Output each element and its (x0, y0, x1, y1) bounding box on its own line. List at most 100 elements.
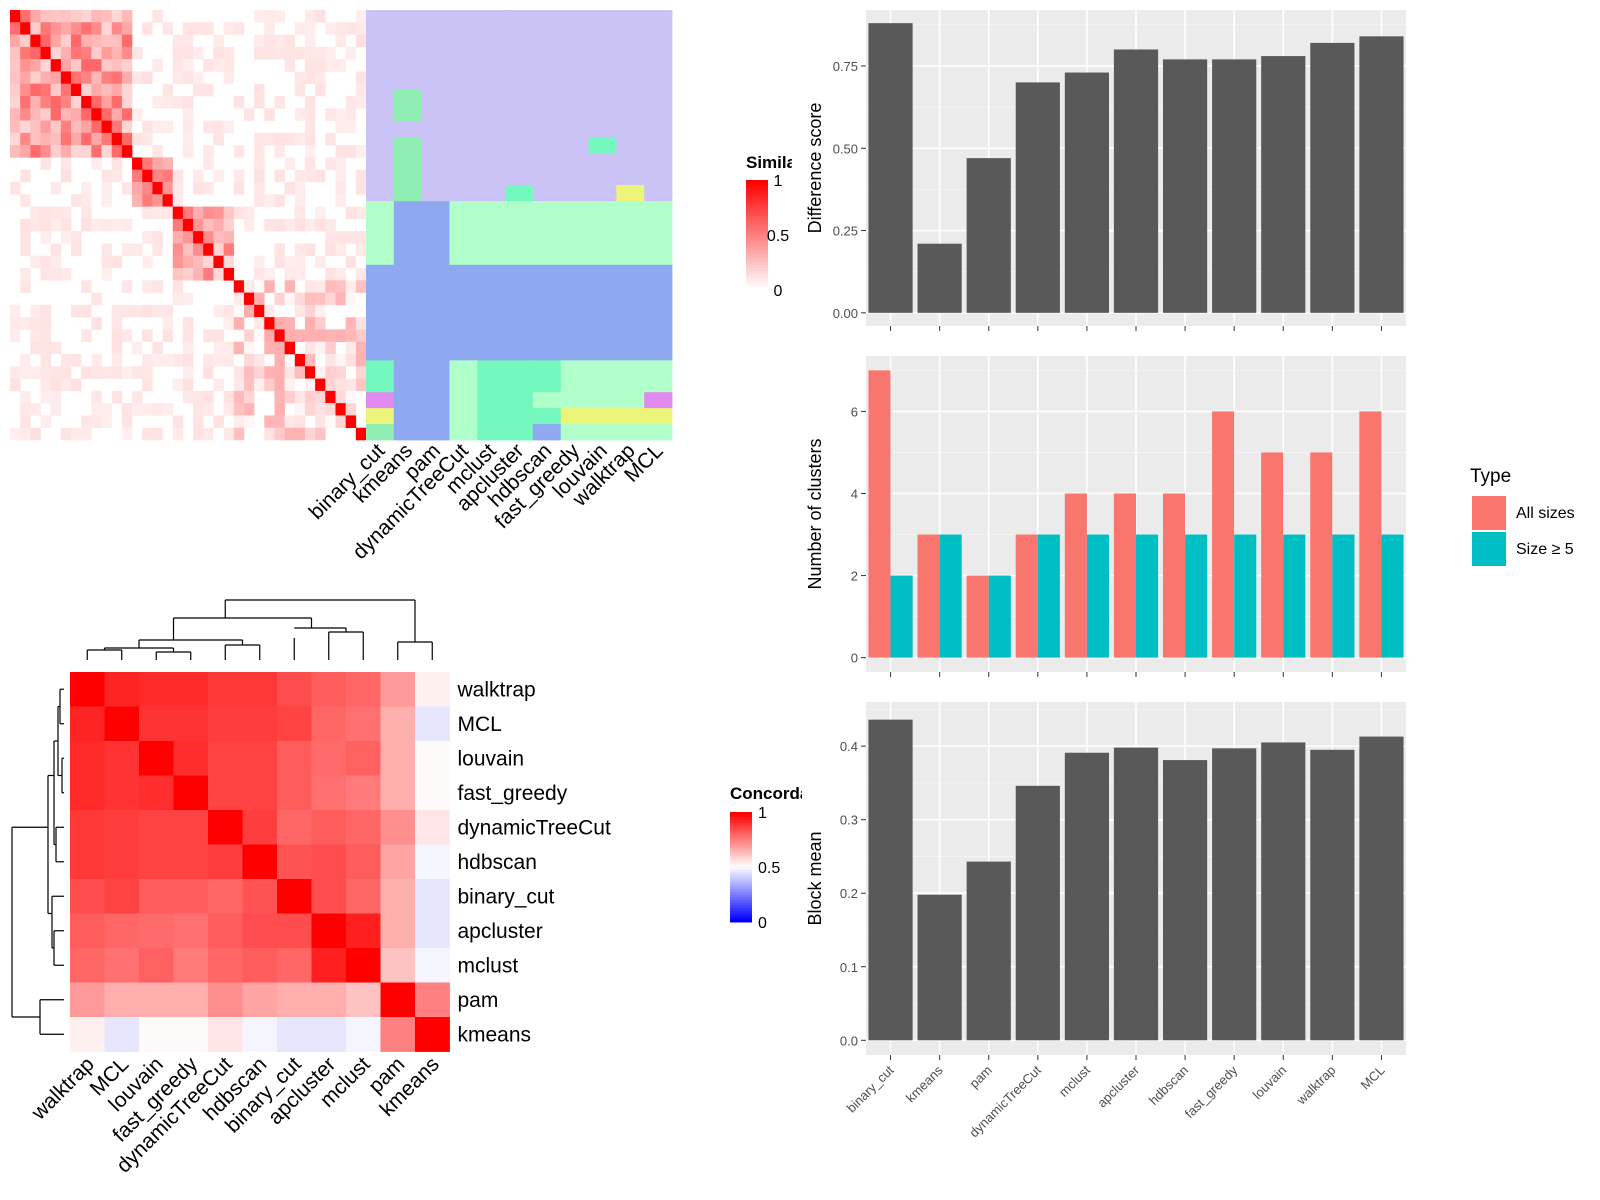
similarity-cell (10, 108, 21, 121)
similarity-cell (315, 366, 326, 379)
similarity-cell (142, 120, 153, 134)
similarity-cell (284, 157, 296, 171)
similarity-cell (203, 182, 214, 195)
similarity-cell (254, 255, 265, 269)
cluster-annotation-cell (560, 89, 589, 106)
bar (1064, 752, 1109, 1041)
similarity-cell (304, 218, 316, 232)
cluster-annotation-cell (560, 296, 589, 313)
similarity-cell (30, 120, 41, 134)
concordance-cell (70, 879, 105, 914)
similarity-cell (345, 22, 357, 35)
similarity-cell (40, 34, 51, 48)
similarity-cell (20, 415, 31, 429)
similarity-cell (81, 427, 92, 441)
similarity-cell (284, 341, 296, 355)
similarity-cell (40, 59, 51, 72)
cluster-annotation-cell (560, 25, 589, 43)
similarity-legend-title: Similarity (746, 153, 823, 172)
cluster-annotation-cell (421, 328, 450, 345)
cluster-annotation-cell (505, 376, 534, 393)
similarity-cell (121, 34, 133, 48)
concordance-legend-gradient-step (730, 883, 752, 887)
similarity-cell (91, 390, 102, 404)
cluster-annotation-cell (449, 41, 478, 59)
similarity-cell (294, 354, 306, 367)
similarity-cell (264, 268, 275, 281)
concordance-legend-gradient-step (730, 905, 752, 909)
similarity-cell (264, 194, 275, 207)
similarity-legend-gradient-step (746, 191, 768, 195)
cluster-annotation-cell (532, 424, 562, 441)
similarity-cell (193, 22, 204, 35)
similarity-cell (172, 378, 184, 392)
cluster-annotation-cell (505, 424, 534, 441)
concordance-cell (139, 741, 174, 776)
cluster-annotation-cell (366, 248, 395, 266)
concordance-cell (311, 741, 347, 776)
similarity-cell (121, 304, 133, 318)
cluster-annotation-cell (477, 280, 506, 298)
bar (1261, 742, 1306, 1041)
cluster-annotation-cell (588, 201, 617, 218)
cluster-annotation-cell (366, 264, 395, 282)
similarity-cell (162, 194, 174, 207)
cluster-annotation-cell (393, 217, 423, 234)
similarity-cell (355, 268, 367, 281)
similarity-cell (111, 120, 123, 134)
similarity-cell (121, 22, 133, 35)
x-tick-label: kmeans (903, 1062, 946, 1105)
cluster-annotation-cell (616, 137, 645, 154)
concordance-cell (173, 1017, 209, 1052)
similarity-cell (10, 182, 21, 195)
similarity-cell (50, 218, 62, 232)
similarity-cell (203, 218, 214, 232)
similarity-cell (294, 427, 306, 441)
similarity-cell (111, 34, 123, 48)
cluster-annotation-cell (532, 217, 562, 234)
concordance-cell (311, 1017, 347, 1052)
similarity-cell (294, 243, 306, 257)
similarity-cell (274, 341, 285, 355)
cluster-annotation-cell (616, 264, 645, 282)
similarity-cell (254, 280, 265, 293)
similarity-cell (345, 231, 357, 244)
similarity-cell (325, 132, 336, 146)
concordance-cell (415, 844, 450, 880)
similarity-cell (30, 218, 41, 232)
similarity-cell (294, 292, 306, 306)
similarity-cell (121, 96, 133, 109)
similarity-cell (325, 329, 336, 343)
similarity-cell (304, 96, 316, 109)
similarity-cell (111, 145, 123, 158)
cluster-annotation-cell (644, 73, 673, 91)
similarity-cell (335, 280, 346, 293)
cluster-annotation-cell (644, 328, 673, 345)
similarity-cell (325, 231, 336, 244)
similarity-cell (345, 378, 357, 392)
concordance-cell (70, 706, 105, 742)
similarity-legend-gradient-step (746, 202, 768, 206)
cluster-annotation-cell (366, 41, 395, 59)
similarity-cell (335, 378, 346, 392)
similarity-cell (71, 194, 82, 207)
similarity-cell (335, 22, 346, 35)
concordance-cell (173, 913, 209, 949)
similarity-cell (30, 317, 41, 330)
concordance-cell (277, 741, 312, 776)
concordance-cell (173, 982, 209, 1018)
cluster-annotation-cell (532, 280, 562, 298)
concordance-cell (242, 913, 278, 949)
similarity-cell (325, 378, 336, 392)
similarity-cell (132, 71, 143, 85)
cluster-annotation-cell (366, 89, 395, 106)
similarity-cell (274, 132, 285, 146)
similarity-cell (132, 366, 143, 379)
similarity-cell (20, 120, 31, 134)
cluster-annotation-cell (532, 360, 562, 377)
concordance-cell (242, 982, 278, 1018)
cluster-annotation-cell (393, 201, 423, 218)
similarity-cell (315, 378, 326, 392)
cluster-annotation-cell (366, 392, 395, 409)
similarity-cell (243, 415, 255, 429)
